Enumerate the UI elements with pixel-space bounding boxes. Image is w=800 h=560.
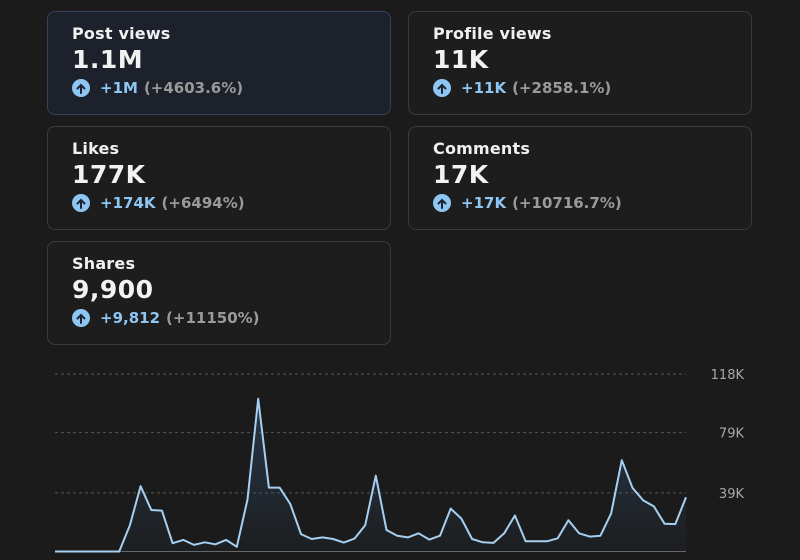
metric-label: Profile views [433,24,552,43]
metric-value: 1.1M [72,45,144,74]
arrow-up-icon [72,79,90,97]
arrow-up-icon [433,194,451,212]
area-fill [55,398,686,552]
delta-absolute: +9,812 [100,309,161,327]
metric-card-comments[interactable]: Comments 17K +17K (+10716.7%) [408,126,752,230]
metric-delta: +9,812 (+11150%) [72,309,390,327]
delta-absolute: +1M [100,79,138,97]
metric-label: Shares [72,254,136,273]
metric-delta: +1M (+4603.6%) [72,79,390,97]
metric-value: 9,900 [72,275,154,304]
metric-value: 177K [72,160,146,189]
metric-label: Post views [72,24,171,43]
y-tick-label: 79K [719,427,745,442]
delta-absolute: +17K [461,194,507,212]
metric-value: 17K [433,160,489,189]
metric-delta: +17K (+10716.7%) [433,194,751,212]
delta-percent: (+2858.1%) [512,79,612,97]
y-tick-label: 118K [711,368,745,383]
delta-percent: (+11150%) [166,309,260,327]
arrow-up-icon [72,309,90,327]
delta-percent: (+4603.6%) [143,79,244,97]
delta-absolute: +11K [461,79,507,97]
metric-card-likes[interactable]: Likes 177K +174K (+6494%) [47,126,391,230]
views-chart: 39K 79K 118K [55,368,745,553]
arrow-up-icon [72,194,90,212]
metric-card-shares[interactable]: Shares 9,900 +9,812 (+11150%) [47,241,391,345]
metric-label: Likes [72,139,120,158]
y-tick-label: 39K [719,487,745,502]
metric-delta: +174K (+6494%) [72,194,390,212]
arrow-up-icon [433,79,451,97]
delta-absolute: +174K [100,194,156,212]
delta-percent: (+6494%) [161,194,245,212]
metric-card-profile-views[interactable]: Profile views 11K +11K (+2858.1%) [408,11,752,115]
delta-percent: (+10716.7%) [512,194,622,212]
metric-label: Comments [433,139,531,158]
metric-delta: +11K (+2858.1%) [433,79,751,97]
metric-value: 11K [433,45,489,74]
metric-card-post-views[interactable]: Post views 1.1M +1M (+4603.6%) [47,11,391,115]
series-line [55,397,687,553]
